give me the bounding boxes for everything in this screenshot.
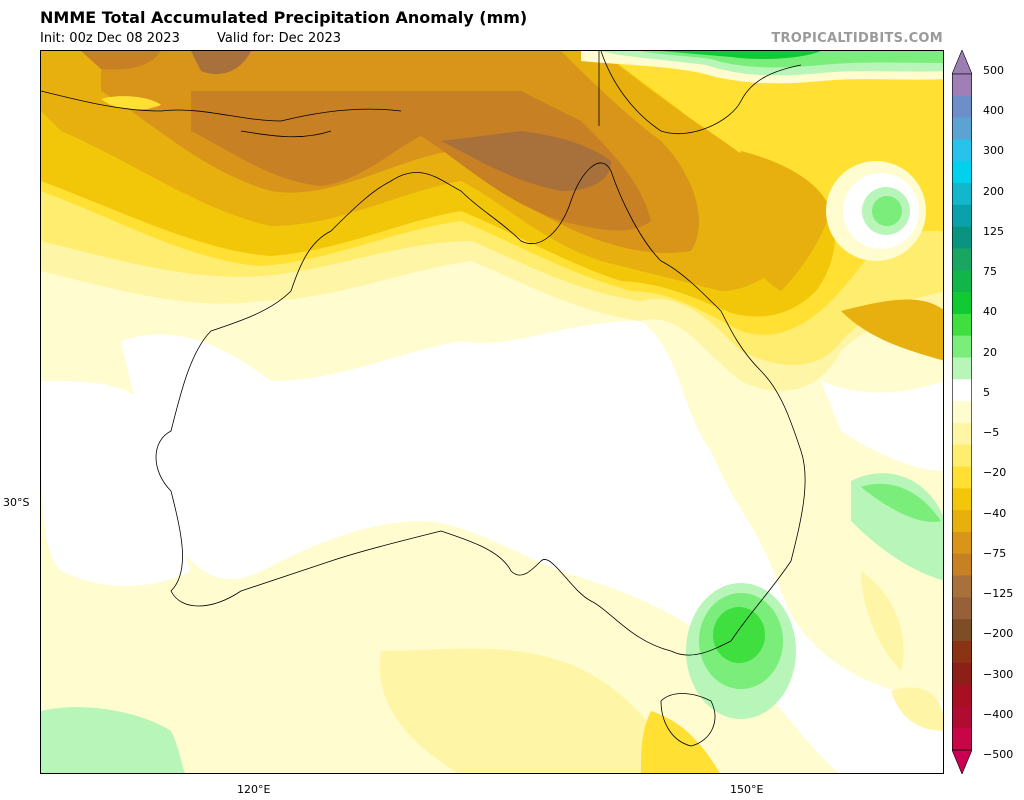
colorbar-label: −20: [983, 466, 1007, 480]
colorbar-frame: [952, 73, 972, 751]
colorbar-label: 125: [983, 224, 1004, 238]
colorbar-swatch: [952, 183, 972, 206]
colorbar-swatch: [952, 619, 972, 642]
brand-watermark: TROPICALTIDBITS.COM: [771, 31, 943, 46]
colorbar-swatch: [952, 270, 972, 293]
map-title: NMME Total Accumulated Precipitation Ano…: [40, 8, 528, 27]
colorbar-swatch: [952, 640, 972, 664]
colorbar-swatch: [952, 379, 972, 402]
colorbar-label: 75: [983, 265, 997, 279]
colorbar-swatch: [952, 401, 972, 424]
anomaly-field: [41, 51, 943, 773]
colorbar-swatch: [952, 335, 972, 358]
init-time: Init: 00z Dec 08 2023: [40, 31, 180, 46]
colorbar-swatch: [952, 706, 972, 729]
colorbar-swatch: [952, 575, 972, 598]
colorbar-label: 400: [983, 104, 1004, 118]
colorbar-swatch: [952, 444, 972, 468]
x-tick-120e: 120°E: [237, 783, 271, 796]
valid-time: Valid for: Dec 2023: [217, 31, 342, 46]
colorbar-swatch: [952, 292, 972, 315]
colorbar-swatch: [952, 204, 972, 228]
colorbar-swatch: [952, 684, 972, 707]
colorbar-swatch: [952, 488, 972, 511]
colorbar-swatch: [952, 728, 972, 751]
colorbar-label: −500: [983, 748, 1014, 761]
colorbar-label: −125: [983, 587, 1014, 601]
colorbar-swatch: [952, 357, 972, 380]
colorbar-swatch: [952, 510, 972, 533]
colorbar-swatch: [952, 95, 972, 119]
colorbar-swatch: [952, 597, 972, 620]
colorbar-swatch: [952, 313, 972, 337]
colorbar-label: −40: [983, 506, 1007, 520]
colorbar-swatch: [952, 466, 972, 489]
colorbar-swatch: [952, 248, 972, 271]
colorbar-label: −400: [983, 707, 1014, 721]
colorbar-label: 200: [983, 184, 1004, 198]
colorbar-swatch: [952, 117, 972, 140]
colorbar-label: −300: [983, 667, 1014, 681]
y-tick-30s: 30°S: [3, 496, 30, 509]
colorbar: [952, 50, 972, 774]
colorbar-label: 500: [983, 64, 1004, 77]
colorbar-bottom-arrow: [952, 749, 972, 774]
colorbar-swatch: [952, 74, 972, 97]
map-panel: [40, 50, 944, 774]
colorbar-swatch: [952, 531, 972, 555]
map-subtitle: Init: 00z Dec 08 2023 Valid for: Dec 202…: [40, 31, 341, 46]
colorbar-swatch: [952, 662, 972, 686]
colorbar-top-arrow: [952, 50, 972, 75]
colorbar-label: −75: [983, 546, 1007, 560]
colorbar-label: 300: [983, 144, 1004, 158]
colorbar-label: 20: [983, 345, 997, 359]
colorbar-label: −200: [983, 627, 1014, 641]
x-tick-150e: 150°E: [730, 783, 764, 796]
colorbar-label: 40: [983, 305, 997, 319]
colorbar-swatch: [952, 553, 972, 577]
colorbar-swatch: [952, 139, 972, 162]
colorbar-label: 5: [983, 385, 990, 399]
colorbar-swatch: [952, 422, 972, 446]
colorbar-swatch: [952, 226, 972, 249]
colorbar-swatch: [952, 161, 972, 184]
colorbar-label: −5: [983, 426, 1000, 440]
